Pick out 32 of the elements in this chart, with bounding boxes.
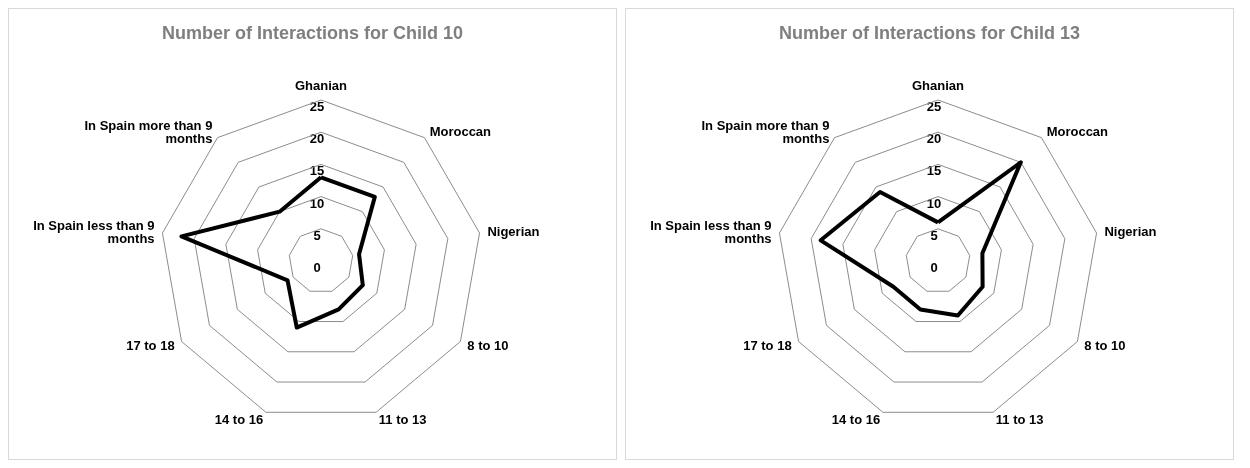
spoke-label: 14 to 16 xyxy=(831,412,881,428)
chart-title: Number of Interactions for Child 10 xyxy=(161,23,464,43)
spoke-label: Moroccan xyxy=(429,124,492,140)
y-tick-label: 15 xyxy=(309,163,325,179)
y-tick-label: 10 xyxy=(309,195,325,211)
spoke-label: 11 to 13 xyxy=(378,412,427,428)
y-tick-label: 20 xyxy=(309,131,325,147)
spoke-label: 14 to 16 xyxy=(214,412,264,428)
spoke-label: Ghanian xyxy=(294,78,348,93)
spoke-label: Ghanian xyxy=(911,78,965,93)
y-tick-label: 25 xyxy=(926,99,942,114)
spoke-label: 17 to 18 xyxy=(126,338,175,353)
spoke-label: Nigerian xyxy=(1104,224,1157,240)
y-tick-label: 15 xyxy=(926,163,942,179)
y-tick-label: 5 xyxy=(313,227,321,243)
chart-title: Number of Interactions for Child 13 xyxy=(778,23,1081,43)
y-tick-label: 5 xyxy=(930,227,938,243)
spoke-label: Moroccan xyxy=(1046,124,1109,140)
spoke-label: 17 to 18 xyxy=(743,338,792,353)
y-tick-label: 0 xyxy=(930,260,938,275)
spoke-label: 11 to 13 xyxy=(995,412,1044,428)
spoke-label: Nigerian xyxy=(487,224,540,240)
spoke-label: 8 to 10 xyxy=(467,338,509,353)
spoke-label: In Spain less than 9 months xyxy=(33,217,155,246)
spoke-label: In Spain more than 9 months xyxy=(84,117,213,146)
y-tick-label: 10 xyxy=(926,195,942,211)
y-tick-label: 20 xyxy=(926,131,942,147)
spoke-label: 8 to 10 xyxy=(1084,338,1126,353)
y-tick-label: 0 xyxy=(313,260,321,275)
y-tick-label: 25 xyxy=(309,99,325,114)
spoke-label: In Spain more than 9 months xyxy=(701,117,830,146)
spoke-label: In Spain less than 9 months xyxy=(650,217,772,246)
